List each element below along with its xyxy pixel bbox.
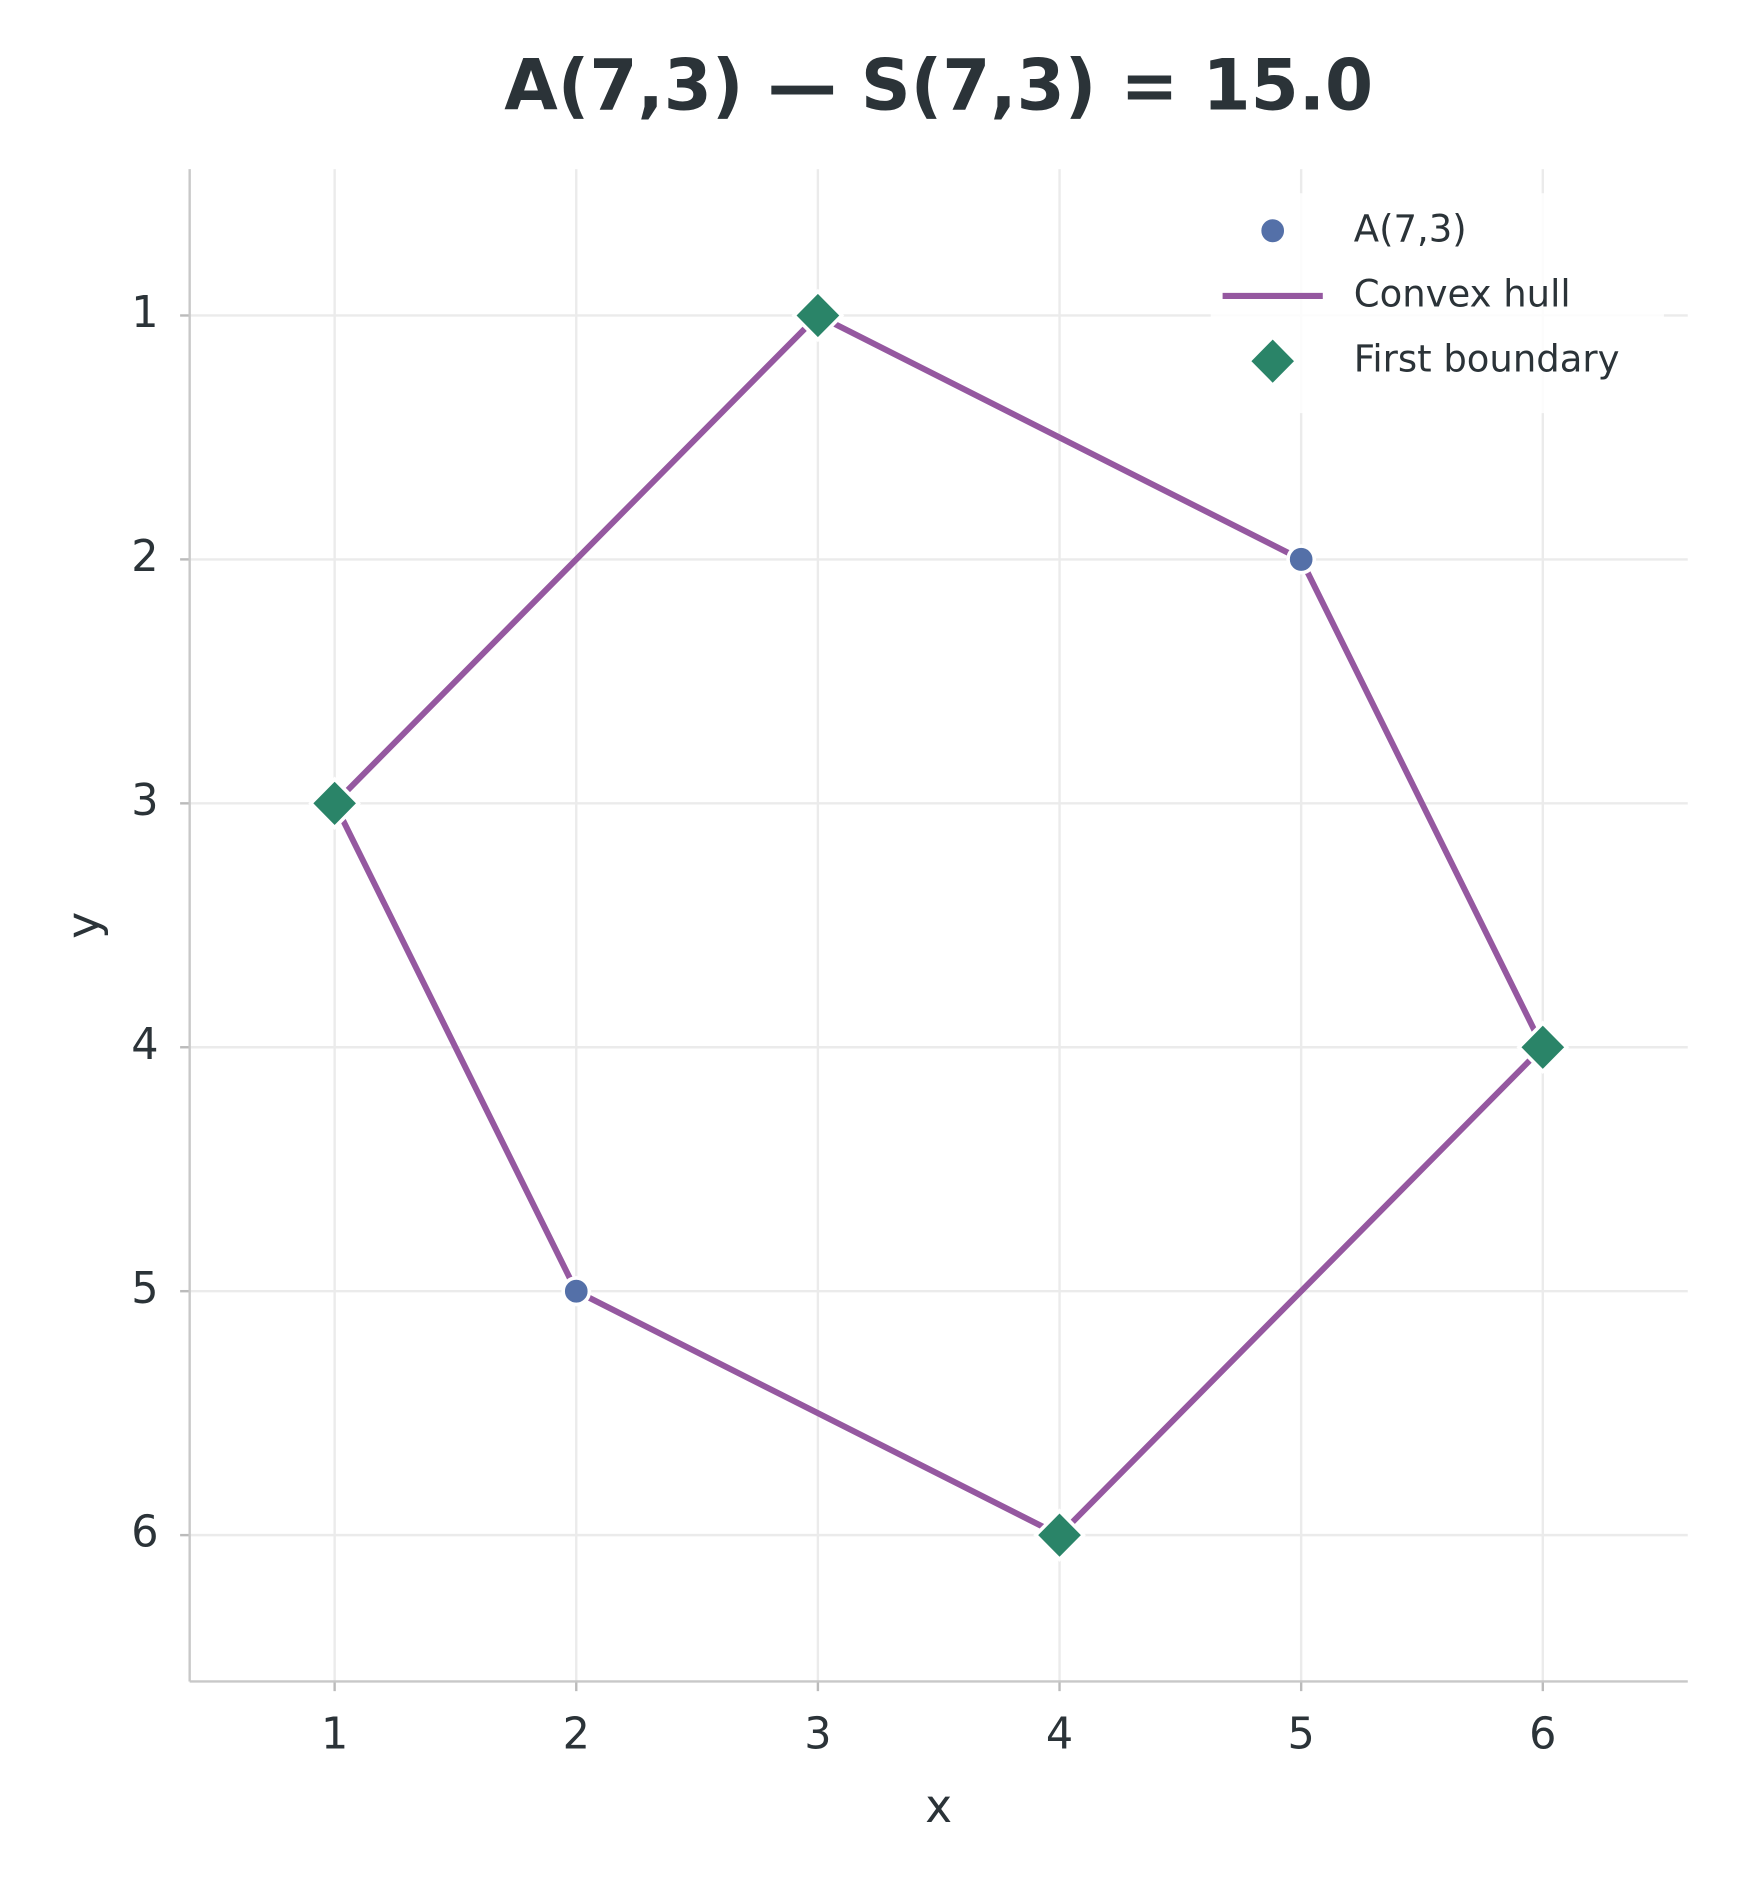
chart-title: A(7,3) — S(7,3) = 15.0 bbox=[504, 45, 1373, 127]
x-tick-label: 2 bbox=[563, 1709, 590, 1759]
legend-label: First boundary bbox=[1354, 337, 1620, 381]
y-tick-label: 5 bbox=[131, 1264, 158, 1314]
x-tick-label: 5 bbox=[1288, 1709, 1315, 1759]
point bbox=[561, 1276, 592, 1307]
point bbox=[791, 288, 845, 343]
point bbox=[1286, 544, 1317, 575]
y-tick-label: 2 bbox=[131, 532, 158, 582]
x-axis-label: x bbox=[925, 1780, 952, 1833]
legend-swatch bbox=[1257, 215, 1288, 246]
y-tick-label: 4 bbox=[131, 1020, 158, 1070]
legend-label: Convex hull bbox=[1354, 271, 1571, 315]
y-tick-label: 6 bbox=[131, 1507, 158, 1557]
point bbox=[1516, 1020, 1570, 1074]
x-tick-label: 1 bbox=[321, 1709, 348, 1759]
y-axis-label: y bbox=[57, 912, 110, 939]
legend-swatch bbox=[1246, 334, 1300, 388]
x-tick-label: 6 bbox=[1529, 1709, 1556, 1759]
hull-line bbox=[330, 312, 1547, 1539]
point bbox=[308, 776, 362, 831]
y-tick-label: 1 bbox=[131, 288, 158, 338]
y-tick-label: 3 bbox=[131, 776, 158, 826]
legend-label: A(7,3) bbox=[1354, 206, 1467, 250]
x-tick-label: 3 bbox=[804, 1709, 831, 1759]
legend: A(7,3) Convex hull First boundary bbox=[1210, 193, 1664, 414]
point bbox=[1033, 1508, 1086, 1562]
x-tick-label: 4 bbox=[1046, 1709, 1073, 1759]
